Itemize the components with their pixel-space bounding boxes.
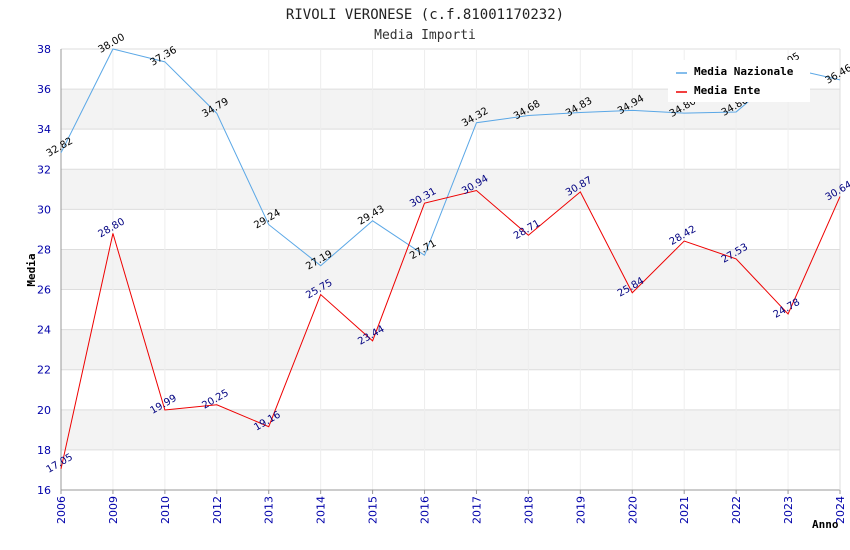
legend-label-media-nazionale: Media Nazionale <box>694 65 794 78</box>
y-tick-label: 20 <box>37 404 51 417</box>
series-line-media-nazionale <box>60 48 841 267</box>
legend-box <box>668 60 810 102</box>
y-tick-label: 34 <box>37 123 51 136</box>
x-axis-label: Anno <box>812 518 839 531</box>
y-axis-ticks: 16 18 20 22 24 26 28 30 32 34 36 38 <box>37 43 51 497</box>
legend: Media Nazionale Media Ente <box>668 60 810 102</box>
y-tick-label: 36 <box>37 83 51 96</box>
y-tick-label: 18 <box>37 444 51 457</box>
y-axis-label: Media <box>25 253 38 286</box>
x-tick-label: 2010 <box>159 496 172 524</box>
x-tick-label: 2016 <box>419 496 432 524</box>
x-tick-label: 2009 <box>107 496 120 524</box>
legend-label-media-ente: Media Ente <box>694 84 761 97</box>
x-tick-label: 2021 <box>678 496 691 524</box>
x-tick-label: 2014 <box>315 496 328 524</box>
x-tick-label: 2023 <box>782 496 795 524</box>
y-tick-label: 22 <box>37 364 51 377</box>
series-line-media-ente <box>60 189 841 470</box>
y-tick-label: 26 <box>37 284 51 297</box>
y-tick-label: 28 <box>37 243 51 256</box>
series-lines <box>60 48 841 470</box>
x-tick-label: 2006 <box>55 496 68 524</box>
x-tick-label: 2019 <box>574 496 587 524</box>
chart-subtitle: Media Importi <box>374 28 476 43</box>
y-tick-label: 16 <box>37 484 51 497</box>
x-tick-label: 2018 <box>522 496 535 524</box>
grid-band <box>61 329 840 370</box>
y-tick-label: 32 <box>37 163 51 176</box>
chart-title: RIVOLI VERONESE (c.f.81001170232) <box>286 7 564 23</box>
x-tick-label: 2024 <box>834 496 847 524</box>
grid-band <box>61 409 840 450</box>
x-tick-label: 2013 <box>263 496 276 524</box>
y-tick-label: 38 <box>37 43 51 56</box>
x-tick-label: 2017 <box>470 496 483 524</box>
x-tick-label: 2020 <box>626 496 639 524</box>
x-tick-label: 2022 <box>730 496 743 524</box>
x-axis-ticks: 2006 2009 2010 2012 2013 2014 2015 2016 2017 2018… <box>55 496 847 524</box>
y-tick-label: 24 <box>37 324 51 337</box>
axes <box>60 49 841 494</box>
y-tick-label: 30 <box>37 203 51 216</box>
grid-band <box>61 249 840 290</box>
x-tick-label: 2012 <box>211 496 224 524</box>
x-tick-label: 2015 <box>367 496 380 524</box>
